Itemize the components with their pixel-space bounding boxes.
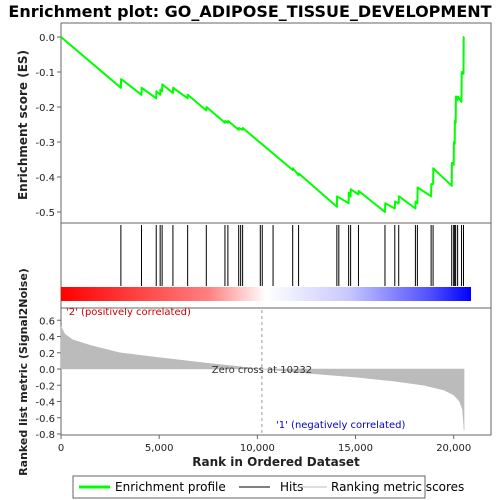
xtick-label: 5,000 (145, 443, 174, 454)
legend-profile-label: Enrichment profile (115, 480, 226, 494)
metric-ytick-label: -0.6 (35, 414, 55, 425)
metric-ytick-label: -0.8 (35, 430, 55, 441)
es-ytick-label: -0.3 (35, 138, 55, 149)
rank-color-bar (61, 287, 471, 301)
zero-cross-label: Zero cross at 10232 (212, 365, 312, 376)
ranked-metric-area (60, 326, 465, 430)
metric-ytick-label: 0.2 (39, 349, 55, 360)
positive-correlation-label: '2' (positively correlated) (66, 307, 191, 318)
es-ytick-label: -0.2 (35, 103, 55, 114)
xtick-label: 10,000 (240, 443, 275, 454)
chart-title: Enrichment plot: GO_ADIPOSE_TISSUE_DEVEL… (8, 2, 491, 21)
enrichment-profile-line (60, 36, 465, 213)
legend-hits-label: Hits (280, 480, 303, 494)
es-ytick-label: -0.1 (35, 68, 55, 79)
legend-metric-label: Ranking metric scores (331, 480, 464, 494)
es-ytick-label: 0.0 (39, 33, 55, 44)
xtick-label: 20,000 (436, 443, 471, 454)
metric-axis-label: Ranked list metric (Signal2Noise) (17, 268, 30, 476)
es-axis-label: Enrichment score (ES) (16, 50, 30, 200)
xtick-label: 0 (58, 443, 64, 454)
x-axis-label: Rank in Ordered Dataset (192, 455, 360, 469)
metric-ytick-label: -0.4 (35, 398, 55, 409)
xtick-label: 15,000 (338, 443, 373, 454)
metric-ytick-label: -0.2 (35, 381, 55, 392)
es-ytick-label: -0.5 (35, 208, 55, 219)
metric-ytick-label: 0.0 (39, 365, 55, 376)
negative-correlation-label: '1' (negatively correlated) (276, 420, 405, 431)
es-ytick-label: -0.4 (35, 173, 55, 184)
metric-ytick-label: 0.4 (39, 333, 55, 344)
metric-ytick-label: 0.6 (39, 316, 55, 327)
metric-panel (60, 307, 492, 436)
